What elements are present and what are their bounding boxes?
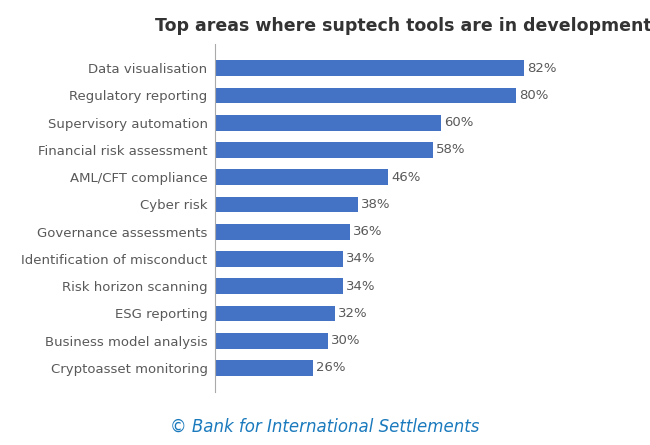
Bar: [214, 360, 313, 376]
Bar: [214, 169, 388, 185]
Text: 26%: 26%: [315, 361, 345, 374]
Bar: [214, 142, 433, 158]
Text: © Bank for International Settlements: © Bank for International Settlements: [170, 418, 480, 436]
Text: 82%: 82%: [526, 62, 556, 75]
Text: 58%: 58%: [436, 143, 465, 157]
Bar: [214, 306, 335, 321]
Bar: [214, 333, 328, 348]
Text: 36%: 36%: [353, 225, 383, 238]
Bar: [214, 224, 350, 239]
Bar: [214, 197, 358, 212]
Bar: [214, 278, 343, 294]
Text: 38%: 38%: [361, 198, 390, 211]
Text: 34%: 34%: [346, 252, 375, 265]
Title: Top areas where suptech tools are in development: Top areas where suptech tools are in dev…: [155, 16, 650, 35]
Bar: [214, 251, 343, 267]
Text: 32%: 32%: [338, 307, 368, 320]
Bar: [214, 115, 441, 130]
Text: 30%: 30%: [331, 334, 360, 347]
Text: 34%: 34%: [346, 279, 375, 293]
Bar: [214, 88, 516, 103]
Text: 46%: 46%: [391, 171, 421, 184]
Bar: [214, 60, 524, 76]
Text: 60%: 60%: [444, 116, 473, 129]
Text: 80%: 80%: [519, 89, 549, 102]
